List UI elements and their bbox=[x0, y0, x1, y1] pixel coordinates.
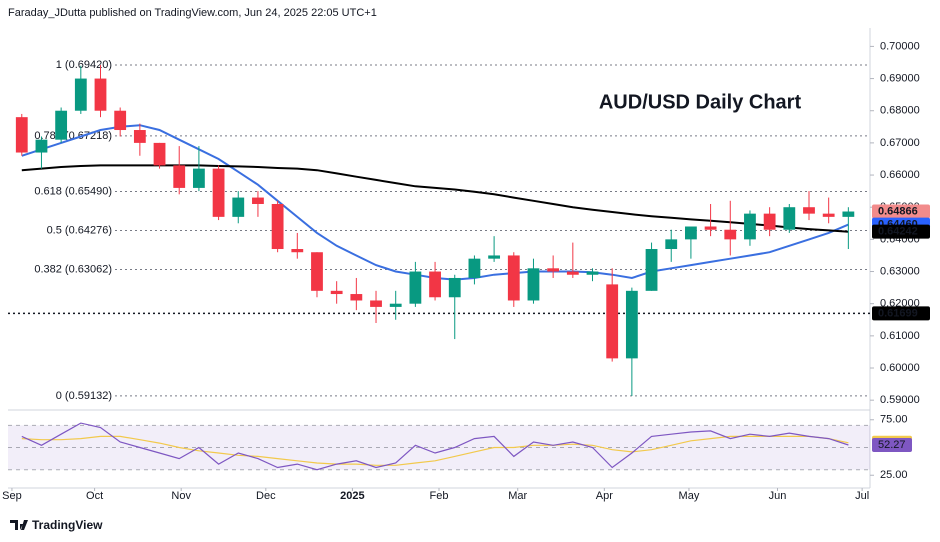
y-tick-label: 0.70000 bbox=[880, 40, 920, 52]
candle-body bbox=[389, 303, 402, 307]
x-tick-label: 2025 bbox=[340, 490, 364, 502]
price-tag bbox=[872, 306, 930, 321]
candle-body bbox=[527, 268, 540, 301]
candle-body bbox=[744, 213, 756, 240]
fib-label: 1 (0.69420) bbox=[56, 59, 112, 71]
candle-body bbox=[212, 168, 225, 217]
candle-body bbox=[133, 130, 146, 143]
candle-body bbox=[192, 168, 205, 188]
candle-body bbox=[409, 271, 422, 304]
candle-body bbox=[370, 300, 382, 307]
candle-body bbox=[606, 284, 619, 359]
candle-body bbox=[763, 213, 776, 230]
candle-body bbox=[232, 197, 245, 217]
rsi-tick-label: 75.00 bbox=[880, 414, 908, 426]
candle-body bbox=[665, 239, 678, 250]
chart-title: AUD/USD Daily Chart bbox=[599, 91, 802, 113]
price-tag-label: 0.64866 bbox=[878, 205, 918, 217]
candle-body bbox=[311, 252, 323, 291]
candle-body bbox=[330, 290, 343, 295]
price-tag bbox=[872, 224, 930, 239]
candle-body bbox=[685, 226, 697, 240]
candle-body bbox=[114, 110, 127, 131]
rsi-ma-line bbox=[21, 435, 849, 466]
y-tick-label: 0.66000 bbox=[880, 169, 920, 181]
candle-body bbox=[153, 142, 166, 166]
candle-body bbox=[173, 165, 186, 188]
y-tick-label: 0.60000 bbox=[880, 362, 920, 374]
fib-label: 0.382 (0.63062) bbox=[34, 263, 112, 275]
candle-body bbox=[252, 197, 264, 204]
candle-body bbox=[74, 78, 87, 111]
x-tick-label: Mar bbox=[508, 490, 527, 502]
candle-body bbox=[566, 271, 579, 275]
candle-body bbox=[783, 207, 796, 230]
candle-body bbox=[547, 268, 560, 272]
y-tick-label: 0.69000 bbox=[880, 72, 920, 84]
y-tick-label: 0.68000 bbox=[880, 105, 920, 117]
candle-body bbox=[15, 117, 28, 153]
price-tag bbox=[872, 204, 930, 219]
x-tick-label: Oct bbox=[86, 490, 103, 502]
candle-body bbox=[507, 255, 520, 301]
price-tag-label: 0.64242 bbox=[878, 225, 918, 237]
candle-body bbox=[429, 271, 441, 298]
brand-name: TradingView bbox=[32, 518, 103, 532]
candle-body bbox=[645, 249, 658, 291]
candle-body bbox=[488, 255, 501, 259]
x-tick-label: Sep bbox=[2, 490, 22, 502]
price-tag-label: 0.61699 bbox=[878, 307, 918, 319]
rsi-line bbox=[21, 422, 849, 471]
candle-body bbox=[803, 207, 815, 214]
candle-body bbox=[35, 139, 48, 153]
candle-body bbox=[625, 290, 638, 359]
y-tick-label: 0.59000 bbox=[880, 394, 920, 406]
candle-body bbox=[291, 249, 304, 253]
x-tick-label: Feb bbox=[430, 490, 449, 502]
rsi-tick-label: 25.00 bbox=[880, 469, 908, 481]
candle-body bbox=[448, 277, 461, 298]
candle-body bbox=[271, 203, 284, 250]
rsi-tag-label: 52.27 bbox=[878, 439, 906, 451]
y-tick-label: 0.61000 bbox=[880, 330, 920, 342]
x-tick-label: May bbox=[679, 490, 700, 502]
tradingview-logo: TradingView bbox=[10, 518, 103, 532]
x-tick-label: Jun bbox=[769, 490, 787, 502]
x-tick-label: Nov bbox=[171, 490, 191, 502]
fib-label: 0.5 (0.64276) bbox=[47, 224, 112, 236]
candle-body bbox=[468, 258, 481, 278]
candle-body bbox=[724, 229, 737, 240]
candle-body bbox=[94, 78, 107, 111]
candle-body bbox=[842, 211, 855, 217]
rsi-tag bbox=[872, 437, 912, 452]
x-tick-label: Dec bbox=[256, 490, 276, 502]
publisher-header: Faraday_JDutta published on TradingView.… bbox=[8, 7, 377, 19]
candle-body bbox=[350, 294, 363, 301]
fib-label: 0.618 (0.65490) bbox=[34, 185, 112, 197]
candle-body bbox=[704, 226, 717, 230]
rsi-band bbox=[8, 425, 870, 470]
y-tick-label: 0.67000 bbox=[880, 137, 920, 149]
y-tick-label: 0.63000 bbox=[880, 265, 920, 277]
fib-label: 0 (0.59132) bbox=[56, 390, 112, 402]
logo-icon bbox=[10, 520, 28, 530]
candle-body bbox=[822, 213, 835, 217]
candle-body bbox=[586, 271, 599, 275]
x-tick-label: Apr bbox=[596, 490, 613, 502]
x-tick-label: Jul bbox=[855, 490, 869, 502]
candle-body bbox=[55, 110, 68, 140]
